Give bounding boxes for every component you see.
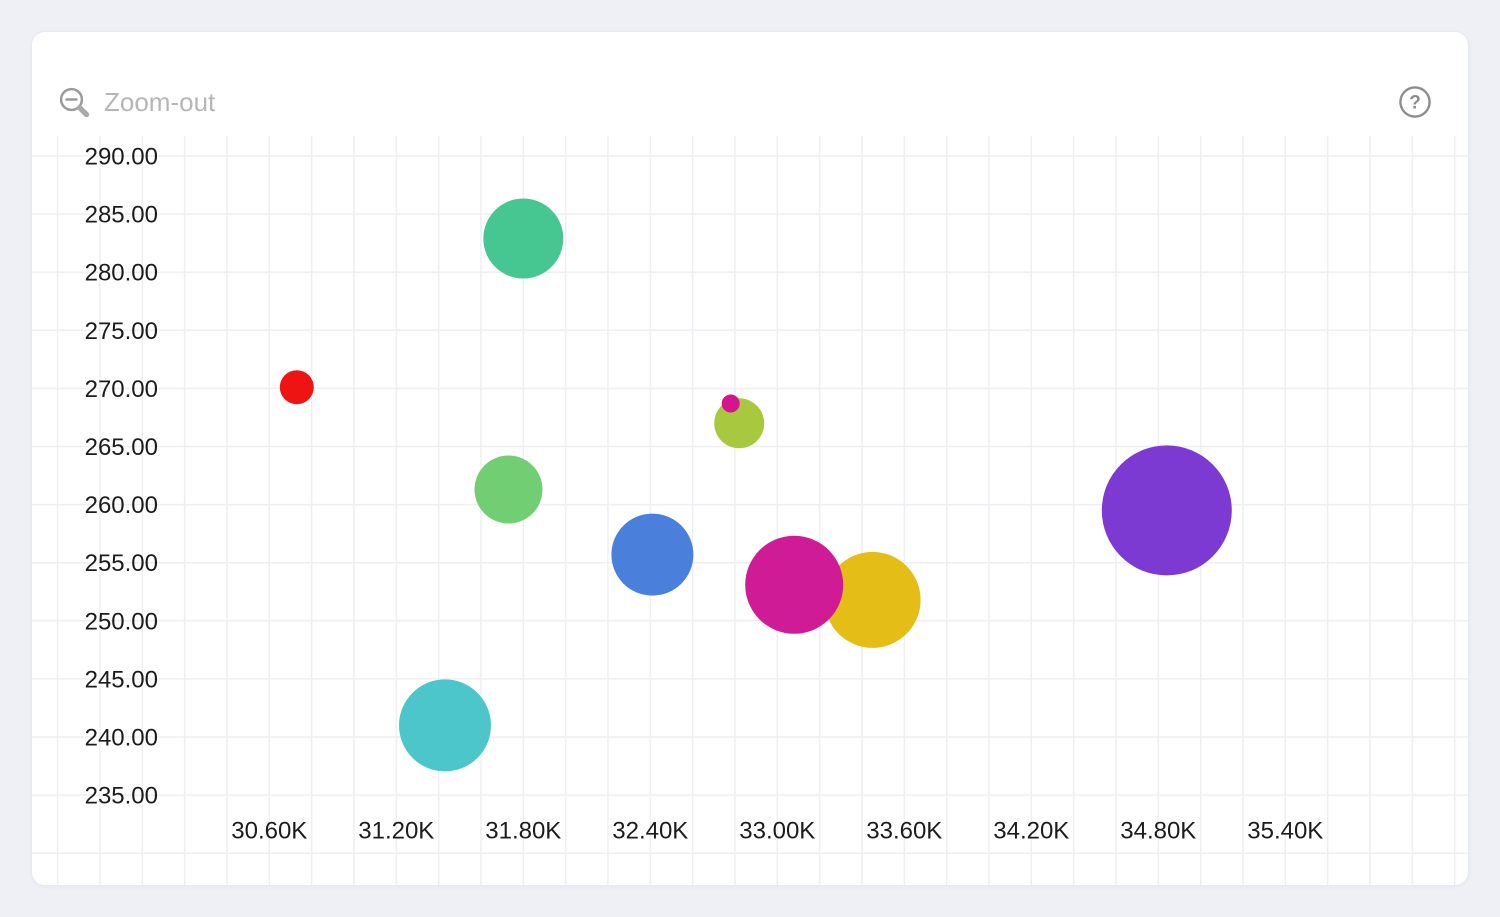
chart-card: 290.00 285.00 280.00 275.00 270.00 265.00 260.…	[31, 31, 1469, 886]
x-axis-tick-label: 34.20K	[993, 818, 1069, 845]
y-axis-tick-label: 265.00	[85, 434, 158, 461]
bubble-purple[interactable]	[1101, 445, 1232, 576]
bubble-chart[interactable]: 290.00 285.00 280.00 275.00 270.00 265.00 260.…	[32, 32, 1469, 886]
x-axis-tick-label: 33.60K	[866, 818, 942, 845]
x-axis-tick-label: 35.40K	[1247, 818, 1323, 845]
svg-text:?: ?	[1409, 93, 1421, 114]
zoom-out-label: Zoom-out	[104, 87, 216, 117]
bubble-blue[interactable]	[611, 513, 694, 596]
y-axis-tick-label: 260.00	[85, 492, 158, 519]
y-axis-tick-label: 280.00	[85, 260, 158, 287]
bubble-yellow[interactable]	[824, 551, 921, 648]
bubble-green[interactable]	[474, 455, 543, 524]
x-axis-tick-label: 31.20K	[358, 818, 434, 845]
y-axis-tick-label: 255.00	[85, 550, 158, 577]
y-axis-tick-label: 290.00	[85, 144, 158, 171]
x-axis-tick-label: 34.80K	[1120, 818, 1196, 845]
bubble-magenta[interactable]	[745, 535, 844, 634]
x-axis-tick-label: 30.60K	[231, 818, 307, 845]
bubble-teal[interactable]	[483, 198, 564, 279]
y-axis-tick-label: 285.00	[85, 202, 158, 229]
bubble-turquoise[interactable]	[399, 679, 491, 772]
bubble-red[interactable]	[279, 370, 314, 405]
x-axis-tick-label: 32.40K	[612, 818, 688, 845]
y-axis-tick-label: 245.00	[85, 666, 158, 693]
y-axis-tick-label: 235.00	[85, 783, 158, 810]
y-axis-tick-label: 250.00	[85, 608, 158, 635]
bubble-magenta-small[interactable]	[721, 394, 740, 413]
zoom-out-control[interactable]: Zoom-out	[58, 86, 215, 119]
y-axis-tick-label: 275.00	[85, 318, 158, 345]
y-axis-tick-label: 270.00	[85, 376, 158, 403]
y-axis-tick-label: 240.00	[85, 725, 158, 752]
zoom-out-icon[interactable]	[58, 86, 91, 119]
toolbar: Zoom-out ?	[58, 84, 1432, 120]
help-button[interactable]: ?	[1398, 85, 1432, 119]
help-icon: ?	[1398, 85, 1432, 119]
x-axis-tick-label: 31.80K	[485, 818, 561, 845]
x-axis-tick-label: 33.00K	[739, 818, 815, 845]
